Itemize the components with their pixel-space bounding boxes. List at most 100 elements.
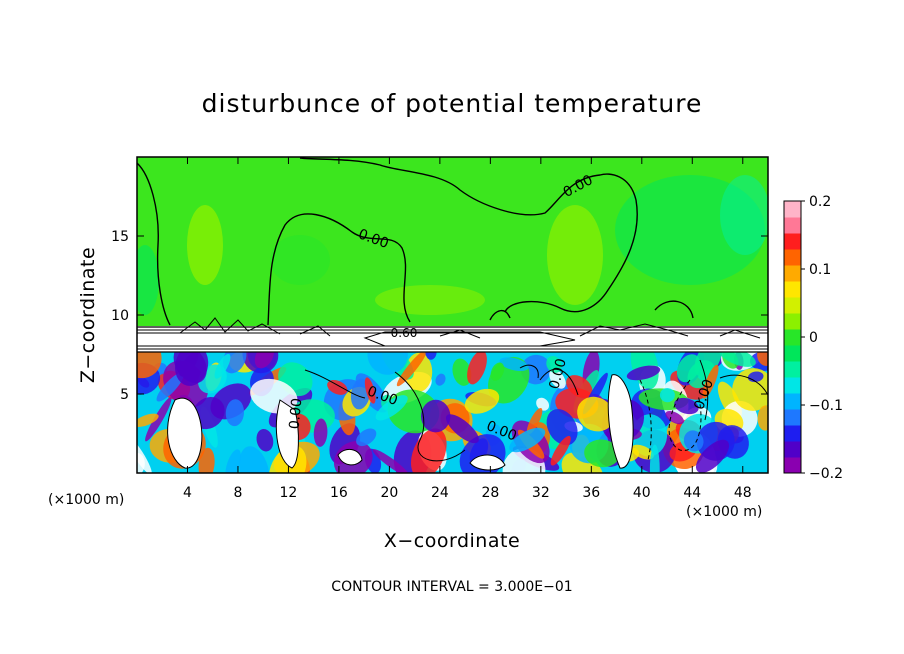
field-blob xyxy=(674,397,699,415)
field-blob xyxy=(375,395,408,421)
colorbar-swatch xyxy=(784,457,801,474)
field-blob xyxy=(364,377,376,404)
contour-line xyxy=(469,454,506,471)
field-blob xyxy=(137,413,159,427)
contour-line xyxy=(394,371,466,462)
field-blob xyxy=(313,418,328,447)
field-patch xyxy=(187,205,223,285)
field-blob xyxy=(421,399,451,433)
x-tick-label: 44 xyxy=(683,485,701,501)
x-tick-label: 16 xyxy=(330,485,348,501)
field-blob xyxy=(173,350,207,384)
colorbar-swatch xyxy=(784,217,801,234)
colorbar-tick-label: −0.1 xyxy=(809,398,843,414)
field-blob xyxy=(665,410,684,425)
y-tick-label: 15 xyxy=(111,229,129,245)
field-patch xyxy=(270,235,330,285)
contour-line xyxy=(519,364,539,379)
colorbar-swatch xyxy=(784,297,801,314)
contour-line xyxy=(654,300,694,319)
colorbar-swatch xyxy=(784,361,801,378)
chart-title: disturbunce of potential temperature xyxy=(202,89,703,118)
contour-line xyxy=(489,310,511,321)
colorbar-swatch xyxy=(784,441,801,458)
field-blob xyxy=(435,373,446,386)
field-blob xyxy=(550,435,571,466)
field-blob xyxy=(239,446,270,473)
field-blob xyxy=(509,427,546,453)
field-blob xyxy=(464,388,500,414)
field-blob xyxy=(356,428,377,447)
x-tick-label: 36 xyxy=(582,485,600,501)
colorbar-swatch xyxy=(784,377,801,394)
x-tick-label: 24 xyxy=(431,485,449,501)
field-blob xyxy=(584,439,620,468)
contour-interval-note: CONTOUR INTERVAL = 3.000E−01 xyxy=(331,579,572,595)
y-tick-label: 5 xyxy=(120,387,129,403)
colorbar-swatch xyxy=(784,281,801,298)
field-blob xyxy=(490,362,505,381)
field-blob xyxy=(659,387,675,403)
field-blob xyxy=(467,350,487,385)
field-blob xyxy=(649,444,660,473)
inversion-band xyxy=(137,317,768,353)
field-blob xyxy=(526,407,543,435)
field-blob xyxy=(254,350,274,369)
colorbar-tick-label: 0.1 xyxy=(809,262,831,278)
field-blob xyxy=(145,397,172,442)
colorbar-swatch xyxy=(784,233,801,250)
colorbar-swatch xyxy=(784,329,801,346)
field-blob xyxy=(695,439,730,473)
lower-contours xyxy=(167,359,768,471)
colorbar-swatch xyxy=(784,425,801,442)
field-blob xyxy=(631,444,654,460)
field-blob xyxy=(536,397,550,411)
field-blob xyxy=(137,433,152,473)
field-blob xyxy=(676,354,701,383)
colorbar-swatch xyxy=(784,345,801,362)
x-tick-label: 32 xyxy=(532,485,550,501)
contour-line-dashed xyxy=(668,379,702,451)
contour-line xyxy=(304,369,366,399)
contour-line xyxy=(539,368,579,396)
contour-label: 0.00 xyxy=(287,397,306,429)
x-unit-left: (×1000 m) xyxy=(48,492,124,508)
colorbar-swatch xyxy=(784,393,801,410)
field-patch xyxy=(547,205,603,305)
x-tick-label: 8 xyxy=(233,485,242,501)
contour-line xyxy=(167,397,203,469)
field-blob xyxy=(367,350,408,375)
x-tick-label: 40 xyxy=(633,485,651,501)
field-blob xyxy=(396,350,427,387)
contour-label: 0.60 xyxy=(391,326,418,340)
contour-line xyxy=(719,374,768,396)
band-contours xyxy=(179,317,761,339)
colorbar-swatch xyxy=(784,249,801,266)
x-tick-label: 20 xyxy=(380,485,398,501)
x-axis: 4 8 12 16 20 24 28 32 36 40 44 48 xyxy=(183,157,752,501)
field-blob xyxy=(452,358,472,386)
contour-line xyxy=(267,213,411,326)
y-axis-label: Z−coordinate xyxy=(77,247,99,383)
contour-line xyxy=(699,359,709,421)
plot-area: 0.00 0.00 0.00 0.00 0.00 0.00 0.00 0.60 xyxy=(137,157,768,473)
field-blob xyxy=(327,379,348,395)
field-blob xyxy=(214,353,231,379)
colorbar-tick-label: 0.2 xyxy=(809,194,831,210)
field-blob xyxy=(626,365,661,381)
colorbar-swatch xyxy=(784,265,801,282)
band-contours xyxy=(363,331,576,347)
contour-line xyxy=(299,157,638,313)
upper-field xyxy=(137,175,768,315)
colorbar-swatch xyxy=(784,409,801,426)
field-blob xyxy=(577,396,615,432)
field-blob xyxy=(566,375,593,399)
y-tick-label: 10 xyxy=(111,308,129,324)
field-blob xyxy=(732,368,768,411)
field-blob xyxy=(372,449,410,473)
field-blob xyxy=(156,372,184,402)
field-blob xyxy=(549,369,566,389)
field-blob xyxy=(702,364,719,399)
field-patch xyxy=(720,175,768,255)
